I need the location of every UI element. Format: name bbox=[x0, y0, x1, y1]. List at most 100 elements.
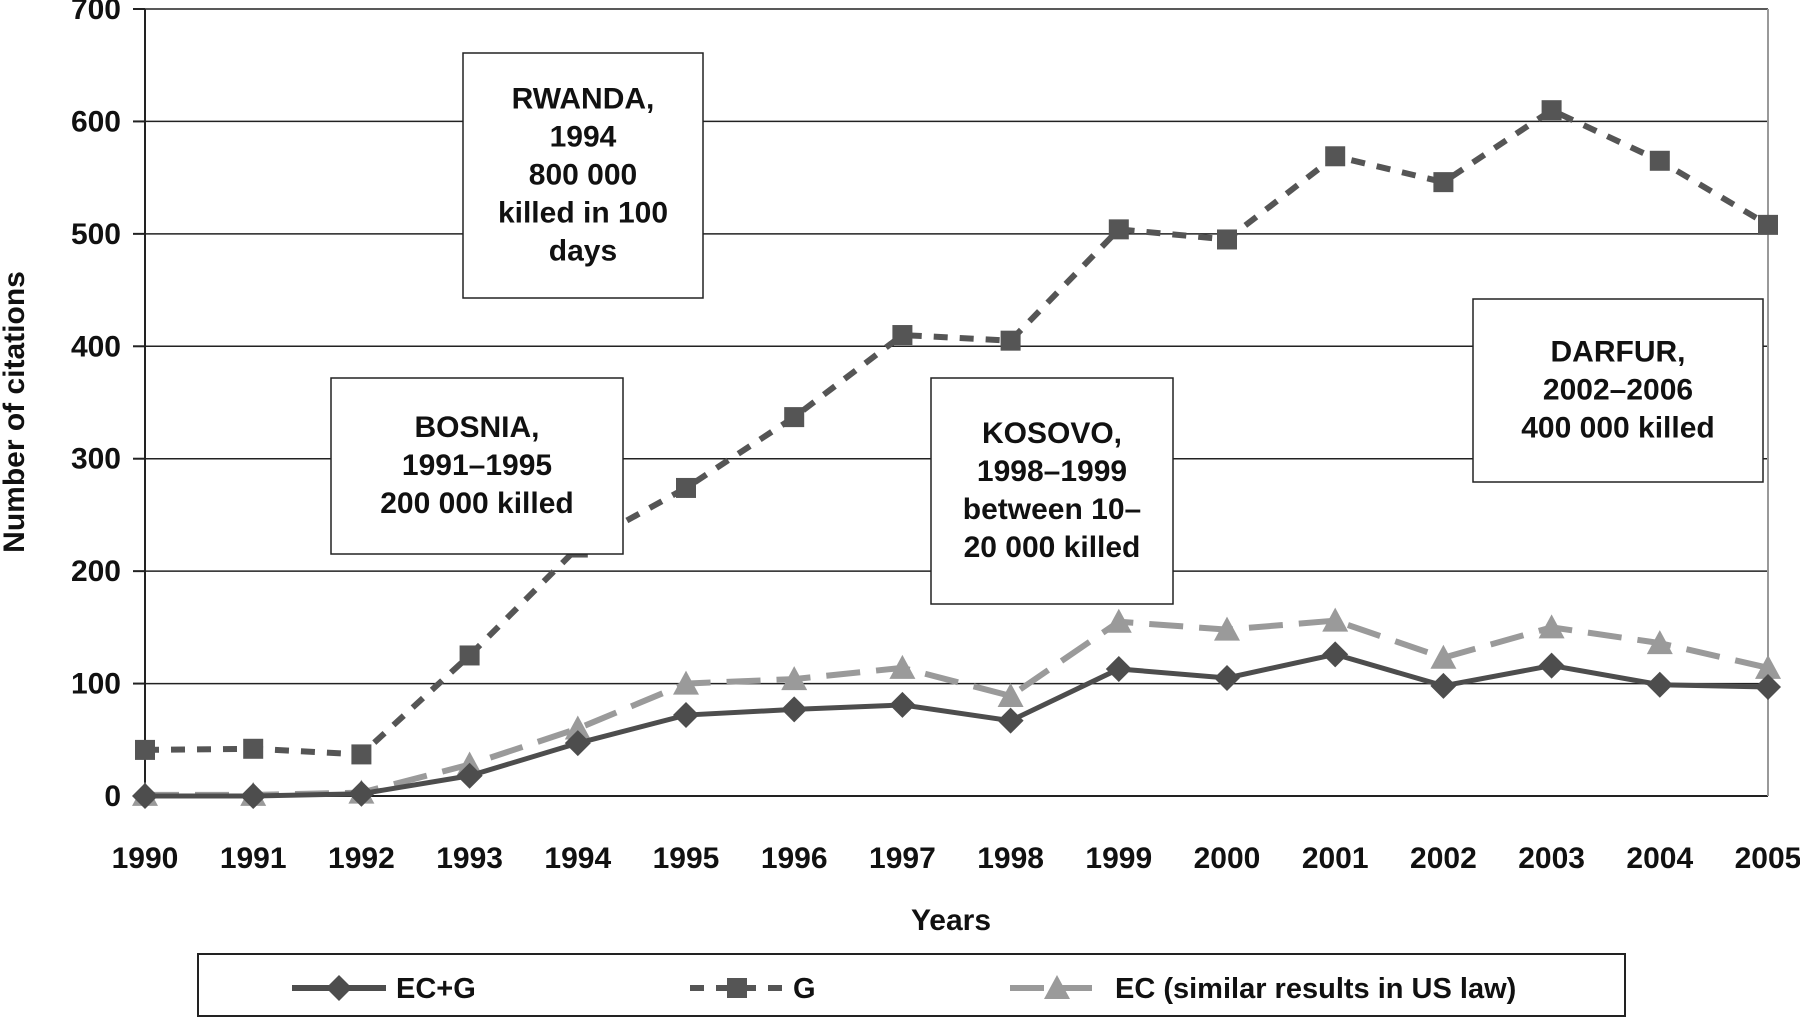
annotation-line: 800 000 bbox=[529, 159, 637, 192]
annotation-bosnia: BOSNIA, 1991–1995 200 000 killed bbox=[330, 377, 624, 555]
x-tick-label: 2004 bbox=[1626, 842, 1693, 875]
data-point bbox=[132, 783, 158, 809]
y-axis-title: Number of citations bbox=[0, 271, 31, 553]
legend-marker bbox=[727, 978, 747, 998]
data-point bbox=[892, 325, 913, 346]
data-series bbox=[132, 100, 1781, 809]
data-point bbox=[1758, 214, 1778, 235]
data-point bbox=[1755, 673, 1781, 700]
y-tick-label: 300 bbox=[71, 443, 121, 476]
data-point bbox=[1325, 146, 1346, 167]
x-tick-label: 2005 bbox=[1735, 842, 1800, 875]
annotation-line: 1994 bbox=[550, 121, 617, 154]
data-point bbox=[889, 654, 916, 679]
annotation-line: BOSNIA, bbox=[414, 411, 539, 444]
annotation-line: between 10– bbox=[963, 493, 1141, 526]
annotation-kosovo: KOSOVO, 1998–1999 between 10– 20 000 killed bbox=[930, 377, 1174, 605]
annotation-line: KOSOVO, bbox=[982, 417, 1122, 450]
x-tick-label: 2001 bbox=[1302, 842, 1369, 875]
annotation-line: 200 000 killed bbox=[380, 487, 573, 520]
annotation-box bbox=[1472, 298, 1764, 483]
x-tick-label: 2003 bbox=[1518, 842, 1585, 875]
data-point bbox=[1214, 616, 1240, 641]
x-tick-label: 1990 bbox=[112, 842, 179, 875]
data-point bbox=[1322, 607, 1349, 632]
data-point bbox=[1541, 100, 1562, 121]
annotation-line: 1991–1995 bbox=[402, 449, 552, 482]
data-point bbox=[1105, 608, 1132, 633]
legend-label: EC+G bbox=[396, 973, 476, 1005]
x-tick-label: 1998 bbox=[977, 842, 1044, 875]
legend-marker bbox=[326, 975, 352, 1001]
series-line bbox=[145, 651, 1769, 799]
legend-item: EC (similar results in US law) bbox=[1010, 973, 1516, 1005]
data-point bbox=[781, 666, 808, 691]
data-point bbox=[243, 738, 264, 759]
series-diamond bbox=[132, 641, 1781, 809]
data-point bbox=[1108, 219, 1129, 240]
y-tick-label: 0 bbox=[104, 780, 121, 813]
data-point bbox=[1755, 654, 1781, 679]
x-tick-label: 1993 bbox=[436, 842, 503, 875]
data-point bbox=[1649, 150, 1670, 171]
data-point bbox=[1000, 330, 1021, 351]
legend-marker bbox=[1044, 975, 1070, 999]
x-tick-label: 2000 bbox=[1194, 842, 1261, 875]
y-tick-label: 600 bbox=[71, 105, 121, 138]
annotation-line: 1998–1999 bbox=[977, 455, 1127, 488]
annotation-line: 20 000 killed bbox=[964, 531, 1141, 564]
data-point bbox=[564, 715, 591, 740]
legend: EC+G G EC (similar results in US law) bbox=[197, 953, 1626, 1017]
data-point bbox=[564, 730, 591, 757]
annotation-darfur: DARFUR, 2002–2006 400 000 killed bbox=[1472, 298, 1764, 483]
data-point bbox=[1433, 172, 1454, 193]
data-point bbox=[1430, 644, 1457, 669]
annotation-line: killed in 100 bbox=[498, 197, 668, 230]
data-point bbox=[997, 682, 1024, 707]
x-tick-labels: 1990 1991 1992 1993 1994 1995 1996 1997 1998 1999… bbox=[112, 842, 1800, 875]
data-point bbox=[456, 762, 483, 789]
series-triangle bbox=[132, 607, 1781, 806]
y-tick-label: 700 bbox=[71, 0, 121, 26]
data-point bbox=[1538, 652, 1565, 679]
y-tick-label: 400 bbox=[71, 330, 121, 363]
y-tick-label: 500 bbox=[71, 218, 121, 251]
data-point bbox=[1538, 614, 1565, 639]
data-point bbox=[135, 739, 155, 760]
annotation-box bbox=[462, 52, 704, 299]
x-tick-label: 1996 bbox=[761, 842, 828, 875]
data-point bbox=[1646, 630, 1673, 655]
data-point bbox=[351, 744, 372, 765]
x-tick-label: 1992 bbox=[328, 842, 395, 875]
data-point bbox=[676, 477, 696, 498]
y-tick-labels: 0 100 200 300 400 500 600 700 bbox=[71, 0, 121, 813]
x-tick-label: 1994 bbox=[544, 842, 611, 875]
data-point bbox=[784, 407, 805, 428]
data-point bbox=[889, 691, 916, 718]
data-point bbox=[1430, 672, 1457, 699]
data-point bbox=[459, 645, 480, 666]
annotation-box bbox=[330, 377, 624, 555]
legend-box bbox=[197, 953, 1626, 1017]
x-tick-label: 1991 bbox=[220, 842, 287, 875]
legend-item: EC+G bbox=[292, 973, 476, 1005]
y-tick-label: 200 bbox=[71, 555, 121, 588]
annotation-box bbox=[930, 377, 1174, 605]
data-point bbox=[673, 670, 699, 695]
data-point bbox=[348, 780, 375, 807]
y-tick-label: 100 bbox=[71, 668, 121, 701]
data-point bbox=[1646, 671, 1673, 698]
annotation-line: 400 000 killed bbox=[1521, 412, 1714, 445]
data-point bbox=[1322, 641, 1349, 668]
annotation-line: 2002–2006 bbox=[1543, 374, 1693, 407]
legend-item: G bbox=[690, 973, 816, 1005]
annotation-boxes: RWANDA, 1994 800 000 killed in 100 days BOSNI… bbox=[330, 52, 1764, 605]
data-point bbox=[1105, 655, 1132, 682]
series-line bbox=[144, 106, 1770, 758]
legend-label: EC (similar results in US law) bbox=[1115, 973, 1516, 1005]
data-point bbox=[781, 696, 808, 723]
series-square bbox=[135, 100, 1778, 765]
data-point bbox=[997, 707, 1024, 734]
x-tick-label: 1997 bbox=[869, 842, 936, 875]
